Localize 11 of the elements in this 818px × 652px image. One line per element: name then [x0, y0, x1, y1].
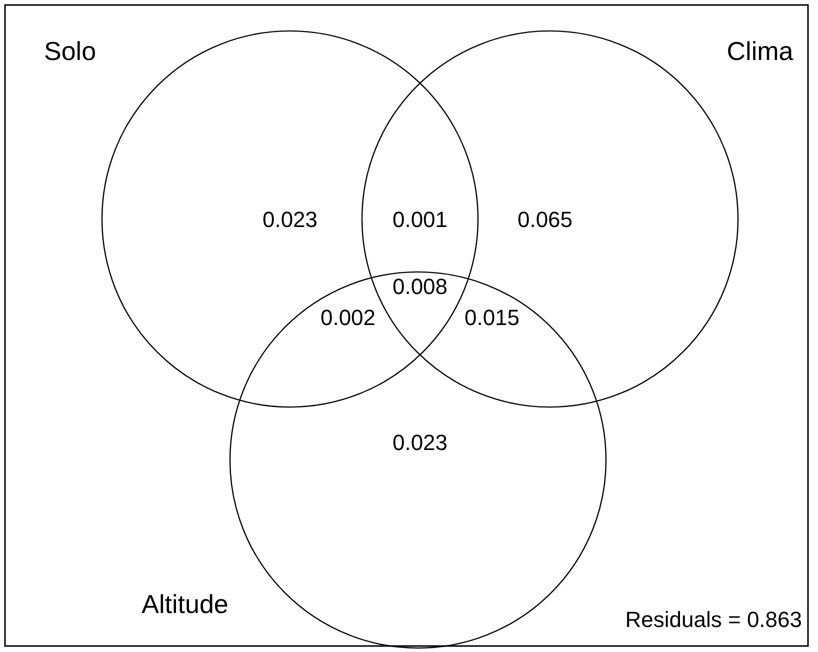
data-label: 0.023: [262, 207, 318, 232]
data-label: 0.001: [392, 207, 448, 232]
data-label: 0.008: [392, 274, 448, 299]
data-label: 0.023: [392, 430, 448, 455]
text: Solo: [44, 36, 96, 66]
text: Clima: [726, 36, 794, 66]
text: Residuals = 0.863: [625, 607, 802, 632]
data-label: 0.065: [517, 207, 573, 232]
data-label: 0.002: [320, 305, 376, 330]
text: Altitude: [142, 589, 228, 619]
data-label: 0.015: [464, 305, 520, 330]
